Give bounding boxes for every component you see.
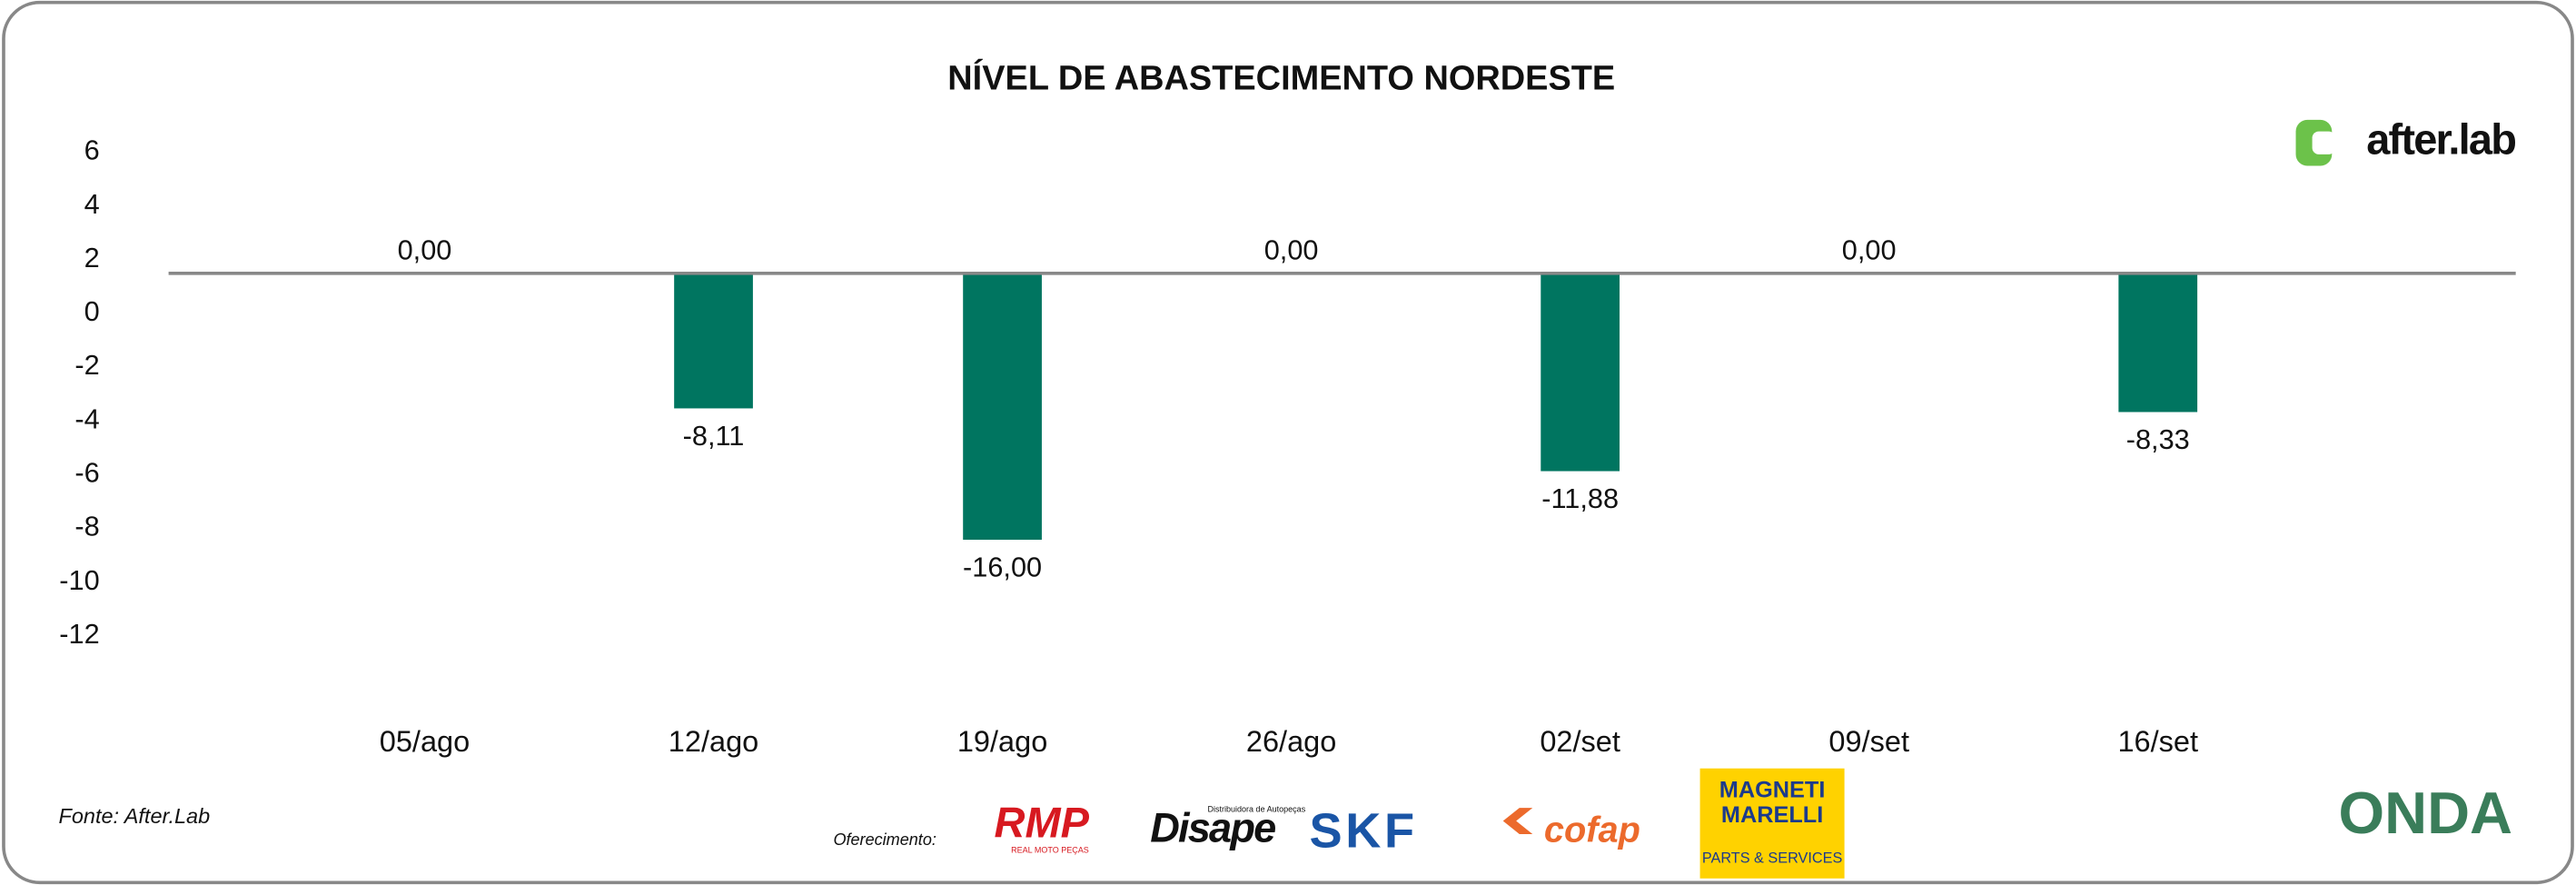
brand-icon-cut: [2312, 131, 2335, 154]
sponsor-disape-sub: Distribuidora de Autopeças: [1207, 804, 1305, 813]
sponsor-onda: ONDA: [2339, 780, 2513, 846]
sponsor-marelli-box: [1699, 768, 1845, 879]
sponsor-cofap: cofap: [1544, 810, 1640, 850]
y-tick-label: -2: [74, 349, 99, 381]
bar: [963, 273, 1042, 541]
x-tick-label: 02/set: [1540, 725, 1620, 758]
sponsor-logos: RMP REAL MOTO PEÇAS Disape Distribuidora…: [995, 768, 2513, 879]
y-tick-label: -12: [59, 618, 99, 650]
y-tick-label: -4: [74, 403, 99, 434]
value-label: -8,11: [683, 420, 745, 452]
value-label: 0,00: [1264, 234, 1319, 265]
value-label: -8,33: [2126, 423, 2190, 455]
brand-logo: after.lab: [2295, 115, 2517, 166]
value-label: -16,00: [963, 552, 1042, 583]
sponsor-cofap-mark: [1502, 808, 1533, 834]
sponsor-marelli-sub: PARTS & SERVICES: [1702, 850, 1843, 866]
source: Fonte: After.Lab: [59, 804, 211, 828]
x-tick-label: 16/set: [2117, 725, 2198, 758]
bar: [674, 273, 753, 409]
sponsor-marelli-2: MARELLI: [1721, 802, 1823, 828]
x-tick-label: 19/ago: [957, 725, 1047, 758]
y-tick-label: 6: [84, 134, 100, 166]
x-tick-label: 12/ago: [669, 725, 758, 758]
y-tick-label: -10: [59, 564, 99, 596]
x-tick-label: 26/ago: [1246, 725, 1336, 758]
y-tick-label: -8: [74, 511, 99, 542]
chart-title: NÍVEL DE ABASTECIMENTO NORDESTE: [947, 58, 1615, 98]
sponsor-disape: Disape: [1150, 804, 1275, 850]
value-label: 0,00: [398, 234, 452, 265]
bar: [2118, 273, 2198, 413]
value-label: -11,88: [1541, 482, 1619, 514]
value-label: 0,00: [1842, 234, 1897, 265]
sponsor-marelli: MAGNETI: [1719, 778, 1826, 803]
bar: [1541, 273, 1620, 472]
x-tick-label: 09/set: [1828, 725, 1909, 758]
brand-name: after.lab: [2366, 115, 2515, 164]
sponsor-skf: SKF: [1309, 803, 1417, 858]
y-tick-label: 0: [84, 295, 100, 327]
sponsor-rmp: RMP: [995, 798, 1090, 846]
sponsor-rmp-sub: REAL MOTO PEÇAS: [1011, 845, 1089, 854]
sponsor-label: Oferecimento:: [833, 830, 936, 849]
x-tick-label: 05/ago: [380, 725, 470, 758]
y-tick-label: 4: [84, 188, 100, 220]
y-tick-label: -6: [74, 457, 99, 489]
y-tick-label: 2: [84, 242, 100, 273]
